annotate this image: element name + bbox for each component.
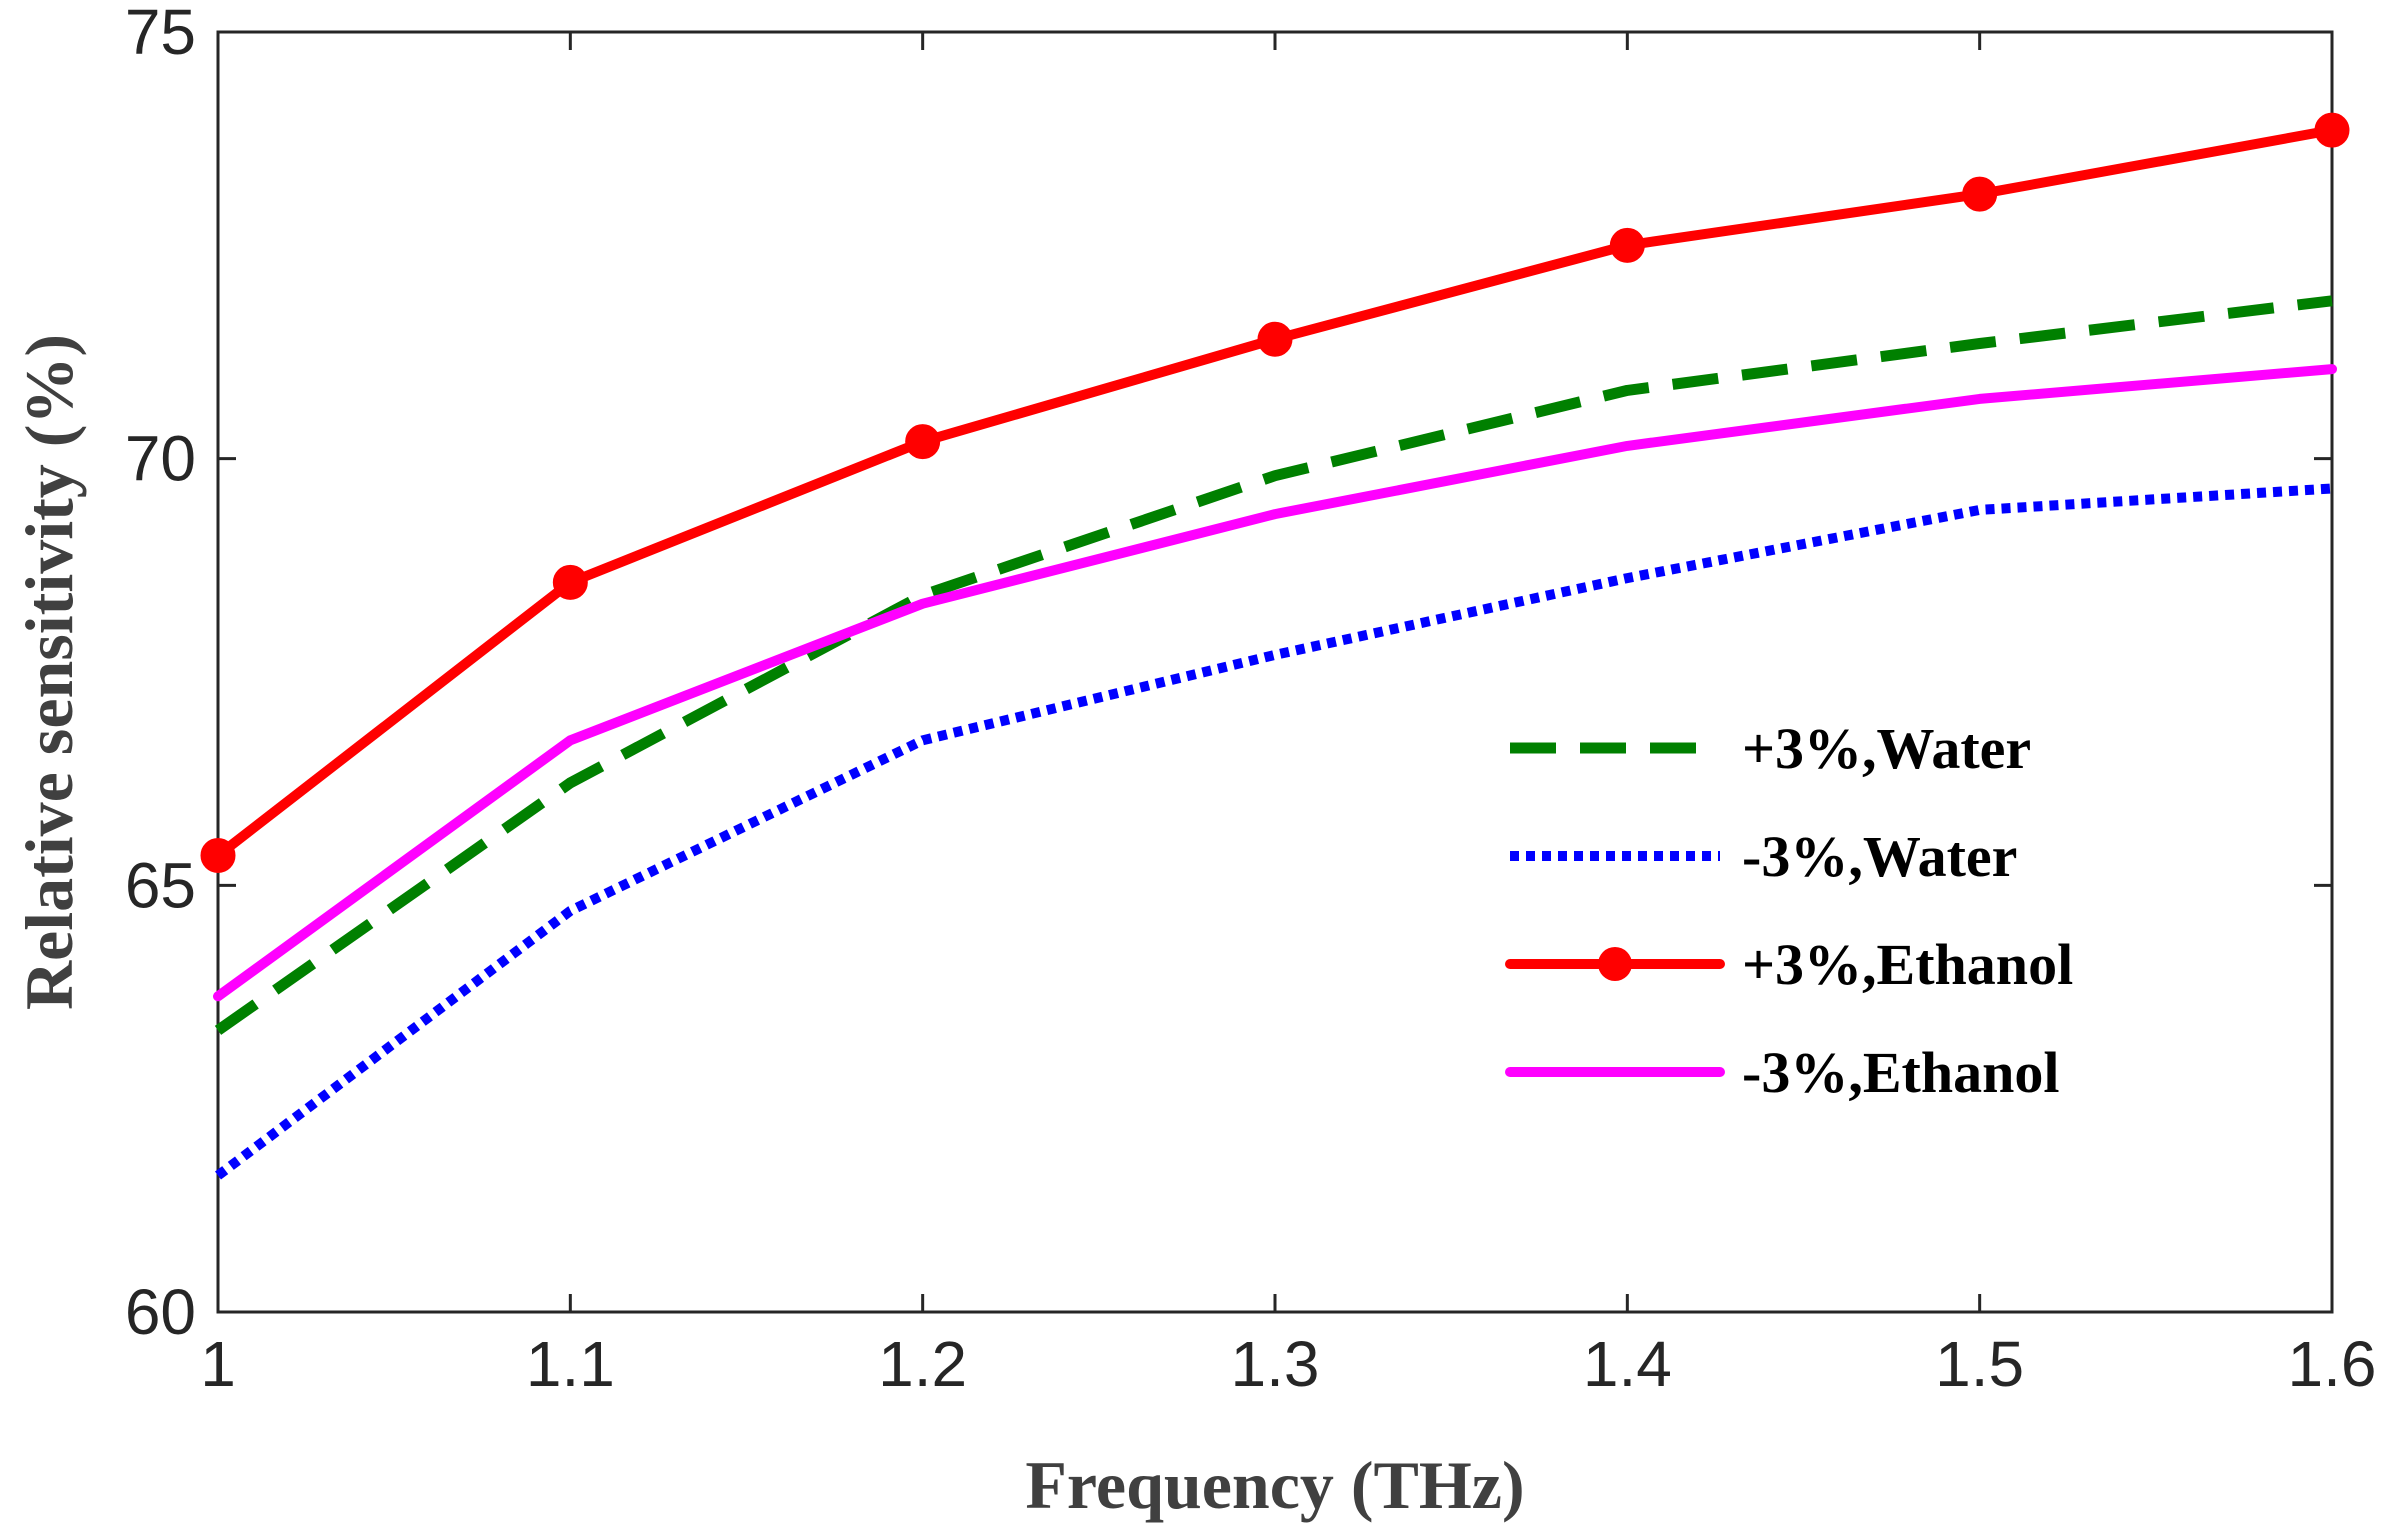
x-tick-label: 1.2 xyxy=(878,1328,967,1400)
legend-entry: -3%,Water xyxy=(1510,824,2017,889)
data-point xyxy=(905,424,941,460)
series-line xyxy=(214,483,2333,1180)
series-3-ethanol xyxy=(200,112,2350,873)
x-tick-label: 1.1 xyxy=(526,1328,615,1400)
x-tick-label: 1 xyxy=(200,1328,236,1400)
data-point xyxy=(552,564,588,600)
tick-labels: 1 1.1 1.2 1.3 1.4 1.5 1.6 60 65 70 75 xyxy=(125,0,2377,1400)
legend: +3%,Water -3%,Water +3%,Ethanol -3%,Ethanol xyxy=(1505,716,2073,1105)
data-point xyxy=(200,837,236,873)
legend-label: -3%,Ethanol xyxy=(1742,1040,2059,1105)
legend-label: +3%,Ethanol xyxy=(1742,932,2073,997)
series-layer xyxy=(200,112,2350,1180)
series-3-water xyxy=(214,483,2333,1180)
x-tick-label: 1.5 xyxy=(1935,1328,2024,1400)
series-3-water xyxy=(214,295,2333,1035)
data-point xyxy=(1609,227,1645,263)
x-tick-label: 1.4 xyxy=(1583,1328,1672,1400)
series-line xyxy=(214,295,2333,1035)
x-tick-label: 1.3 xyxy=(1231,1328,1320,1400)
legend-entry: -3%,Ethanol xyxy=(1505,1040,2059,1105)
data-point xyxy=(2314,112,2350,148)
data-point xyxy=(1257,321,1293,357)
legend-entry: +3%,Water xyxy=(1510,716,2031,781)
series-3-ethanol xyxy=(213,364,2337,1002)
legend-marker xyxy=(1598,947,1632,981)
x-tick-label: 1.6 xyxy=(2288,1328,2377,1400)
data-point xyxy=(1962,176,1998,212)
y-tick-label: 75 xyxy=(125,0,196,68)
legend-entry: +3%,Ethanol xyxy=(1505,932,2073,997)
y-tick-label: 65 xyxy=(125,849,196,921)
x-axis-title: Frequency (THz) xyxy=(1025,1447,1524,1523)
ticks xyxy=(216,30,2334,1314)
plot-area xyxy=(200,30,2350,1314)
axes-frame xyxy=(216,30,2334,1314)
y-tick-label: 70 xyxy=(125,423,196,495)
legend-label: +3%,Water xyxy=(1742,716,2031,781)
legend-label: -3%,Water xyxy=(1742,824,2017,889)
y-axis-title: Relative sensitivity (%) xyxy=(11,334,87,1010)
series-line xyxy=(213,364,2337,1002)
y-tick-label: 60 xyxy=(125,1276,196,1348)
